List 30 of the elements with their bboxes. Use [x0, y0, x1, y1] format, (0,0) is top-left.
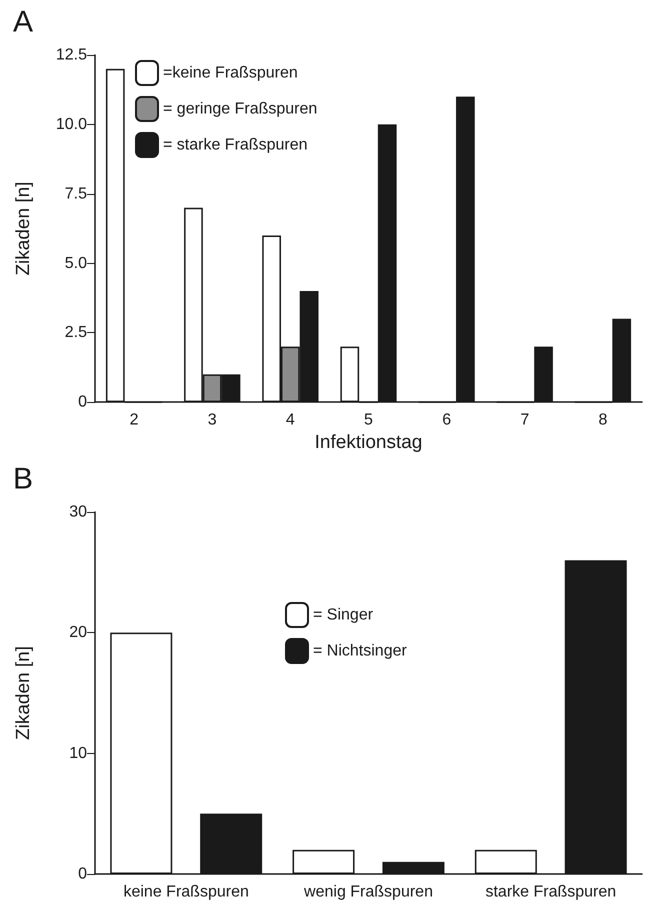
x-tick-label: 3 — [208, 412, 217, 429]
x-tick-label: 7 — [520, 412, 530, 429]
legend-label: = Nichtsinger — [313, 642, 408, 660]
y-axis-title: Zikaden [n] — [13, 646, 34, 740]
legend-label: = geringe Fraßspuren — [163, 100, 318, 118]
y-tick-label: 10.0 — [56, 116, 88, 133]
x-tick-label: 6 — [442, 412, 452, 429]
x-tick-label: 5 — [364, 412, 374, 429]
legend-label: = Singer — [313, 606, 374, 624]
x-axis-title: Infektionstag — [314, 432, 422, 453]
y-tick-label: 2.5 — [64, 324, 88, 342]
legend-label: = starke Fraßspuren — [163, 136, 308, 154]
y-axis-title: Zikaden [n] — [13, 182, 34, 276]
chart-title: B — [13, 462, 34, 496]
y-tick-label: 30 — [69, 504, 88, 520]
x-tick-label: keine Fraßspuren — [123, 884, 249, 900]
chart-title: A — [13, 6, 34, 38]
y-tick-label: 7.5 — [64, 185, 88, 202]
y-tick-label: 0 — [78, 866, 88, 882]
y-tick-label: 5.0 — [64, 254, 88, 272]
y-tick-label: 12.5 — [56, 46, 88, 64]
x-tick-label: 2 — [130, 412, 139, 429]
x-tick-label: starke Fraßspuren — [485, 884, 616, 900]
x-tick-label: 4 — [286, 412, 295, 429]
legend-label: =keine Fraßspuren — [163, 64, 298, 82]
y-tick-label: 0 — [78, 394, 88, 411]
x-tick-label: 8 — [598, 412, 608, 429]
y-tick-label: 10 — [69, 744, 88, 762]
y-tick-label: 20 — [69, 624, 88, 642]
x-tick-label: wenig Fraßspuren — [303, 884, 433, 900]
